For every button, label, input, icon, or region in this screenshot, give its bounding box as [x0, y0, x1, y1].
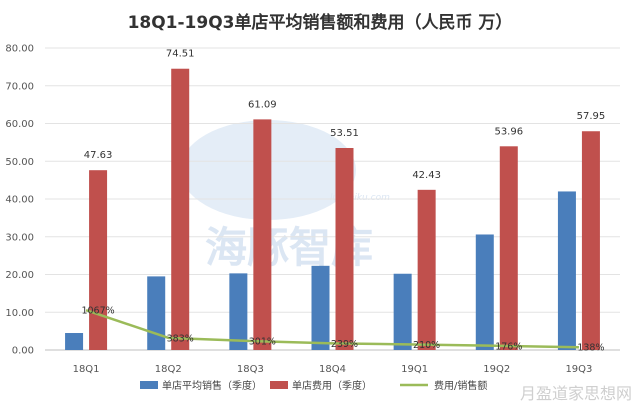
x-tick-label: 18Q1 [73, 364, 100, 375]
bar-data-label: 53.51 [330, 128, 359, 139]
ratio-line: 1067% 383% 301% 239% 210% 176% 138% [81, 306, 604, 354]
bar-data-label: 53.96 [494, 126, 523, 137]
bar [65, 333, 84, 350]
bar [311, 265, 330, 350]
y-tick-label: 60.00 [5, 119, 34, 130]
bar [499, 146, 518, 350]
bar-data-label: 42.43 [412, 170, 441, 181]
y-tick-label: 20.00 [5, 270, 34, 281]
y-axis-ticks: 0.00 10.00 20.00 30.00 40.00 50.00 60.00 70.00 8… [5, 44, 34, 357]
legend-swatch [140, 381, 158, 389]
bar [557, 191, 576, 350]
gridlines [45, 47, 620, 351]
legend-label: 费用/销售额 [434, 379, 487, 392]
x-tick-label: 18Q2 [155, 364, 182, 375]
y-tick-label: 70.00 [5, 81, 34, 92]
bar [335, 147, 354, 350]
bar [147, 276, 166, 350]
watermark-source: 月盈道家思想网 [520, 384, 632, 403]
bar [581, 131, 600, 350]
line-data-label: 301% [249, 336, 276, 347]
x-tick-label: 18Q4 [319, 364, 346, 375]
legend: 单店平均销售（季度） 单店费用（季度） 费用/销售额 [140, 379, 487, 392]
line-data-label: 239% [331, 339, 358, 350]
bars: 47.63 74.51 61.09 53.51 42.43 53.96 57.95 [65, 49, 606, 351]
y-tick-label: 40.00 [5, 195, 34, 206]
legend-swatch [270, 381, 288, 389]
bar [89, 170, 108, 350]
bar [393, 273, 412, 350]
x-tick-label: 19Q2 [483, 364, 510, 375]
bar [417, 189, 436, 350]
x-tick-label: 19Q1 [401, 364, 428, 375]
x-tick-label: 18Q3 [237, 364, 264, 375]
line-data-label: 210% [413, 340, 440, 351]
legend-label: 单店费用（季度） [292, 379, 372, 392]
y-tick-label: 50.00 [5, 157, 34, 168]
line-data-label: 138% [577, 343, 604, 354]
bar-data-label: 57.95 [577, 111, 606, 122]
bar-data-label: 47.63 [84, 150, 113, 161]
bar [253, 119, 272, 350]
y-tick-label: 0.00 [12, 346, 34, 357]
watermark-domain: lunzhiku.com [330, 193, 390, 203]
y-tick-label: 80.00 [5, 44, 34, 55]
ratio-line-path [85, 308, 579, 349]
bar [171, 68, 190, 351]
line-data-label: 1067% [81, 306, 114, 317]
line-data-label: 383% [167, 333, 194, 344]
chart-title: 18Q1-19Q3单店平均销售额和费用（人民币 万） [128, 12, 513, 33]
bar-data-label: 74.51 [166, 49, 195, 60]
y-tick-label: 30.00 [5, 232, 34, 243]
line-data-label: 176% [495, 341, 522, 352]
x-tick-label: 19Q3 [565, 364, 592, 375]
y-tick-label: 10.00 [5, 308, 34, 319]
bar [475, 234, 494, 350]
legend-label: 单店平均销售（季度） [162, 379, 262, 392]
bar [229, 273, 248, 350]
bar-data-label: 61.09 [248, 99, 277, 110]
x-axis-ticks: 18Q1 18Q2 18Q3 18Q4 19Q1 19Q2 19Q3 [73, 364, 593, 375]
